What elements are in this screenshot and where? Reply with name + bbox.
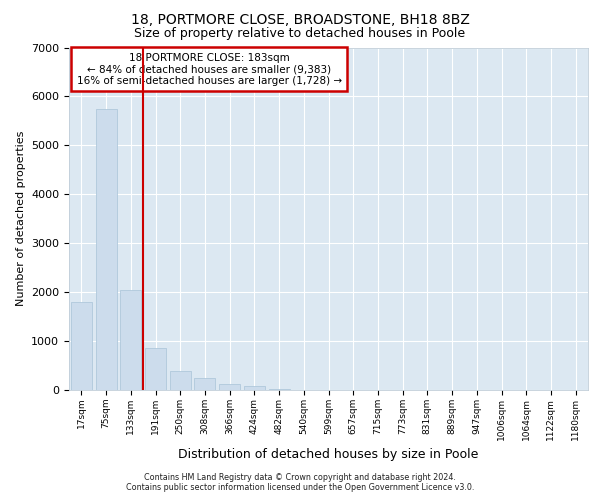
Text: Contains HM Land Registry data © Crown copyright and database right 2024.
Contai: Contains HM Land Registry data © Crown c… (126, 473, 474, 492)
Bar (194, 378, 215, 390)
Bar (120, 290, 141, 390)
Bar (170, 372, 191, 390)
Text: 18, PORTMORE CLOSE, BROADSTONE, BH18 8BZ: 18, PORTMORE CLOSE, BROADSTONE, BH18 8BZ (131, 12, 469, 26)
Bar (269, 388, 290, 390)
Bar (219, 384, 240, 390)
Y-axis label: Number of detached properties: Number of detached properties (16, 131, 26, 306)
Text: 18 PORTMORE CLOSE: 183sqm
← 84% of detached houses are smaller (9,383)
16% of se: 18 PORTMORE CLOSE: 183sqm ← 84% of detac… (77, 52, 341, 86)
Bar (244, 386, 265, 390)
Bar (71, 302, 92, 390)
Text: Size of property relative to detached houses in Poole: Size of property relative to detached ho… (134, 28, 466, 40)
X-axis label: Distribution of detached houses by size in Poole: Distribution of detached houses by size … (178, 448, 479, 461)
Bar (95, 108, 116, 390)
Bar (145, 348, 166, 390)
